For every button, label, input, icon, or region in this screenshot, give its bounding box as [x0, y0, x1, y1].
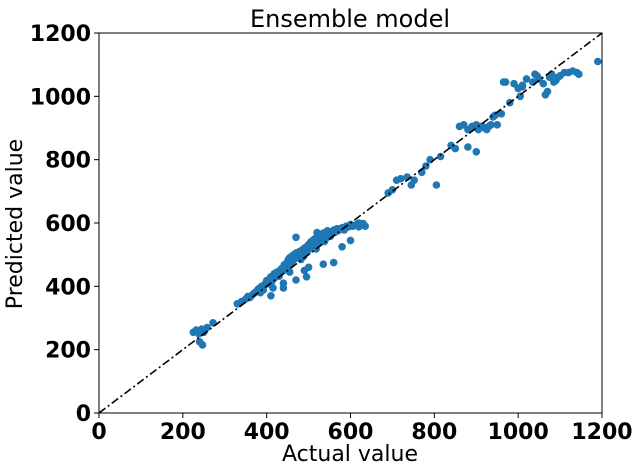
scatter-point — [329, 258, 338, 267]
scatter-point — [493, 121, 502, 129]
scatter-point — [355, 219, 363, 227]
scatter-point — [296, 250, 305, 259]
scatter-point — [543, 87, 552, 96]
x-axis-ticks: 0 200 400 600 800 1000 1200 — [91, 413, 633, 445]
scatter-point — [198, 341, 207, 349]
scatter-point — [516, 92, 525, 101]
scatter-point — [319, 260, 328, 269]
scatter-point — [487, 121, 495, 129]
scatter-point — [292, 276, 300, 284]
scatter-point — [539, 79, 548, 88]
y-tick-label: 200 — [45, 339, 91, 364]
scatter-point — [575, 70, 583, 78]
scatter-point — [426, 155, 434, 164]
scatter-point — [269, 284, 277, 292]
scatter-point — [338, 243, 346, 251]
identity-reference-line — [98, 32, 603, 414]
y-tick-label: 1000 — [30, 85, 91, 110]
scatter-point — [300, 266, 309, 275]
y-tick-label: 400 — [45, 275, 91, 300]
x-tick-label: 1000 — [488, 420, 549, 445]
scatter-point — [432, 181, 441, 189]
scatter-point — [497, 110, 506, 118]
scatter-point — [436, 152, 445, 161]
scatter-point — [313, 233, 321, 242]
scatter-point — [323, 231, 332, 240]
scatter-point — [285, 268, 294, 276]
scatter-point — [388, 186, 397, 194]
scatter-point — [499, 78, 508, 86]
scatter-point — [267, 292, 275, 300]
y-tick-label: 600 — [45, 212, 91, 237]
x-tick-label: 200 — [160, 420, 206, 445]
scatter-point — [279, 284, 288, 292]
scatter-point — [361, 222, 370, 230]
x-tick-label: 1200 — [571, 420, 632, 445]
scatter-point — [292, 233, 300, 242]
y-tick-label: 1200 — [30, 22, 91, 47]
y-tick-label: 0 — [76, 402, 91, 427]
y-axis-ticks: 0 200 400 600 800 1000 1200 — [30, 22, 99, 427]
scatter-point — [518, 83, 527, 91]
x-tick-label: 400 — [244, 420, 290, 445]
scatter-point — [397, 174, 405, 183]
chart-title: Ensemble model — [250, 5, 450, 33]
y-tick-label: 800 — [45, 149, 91, 174]
scatter-point — [491, 111, 499, 120]
scatter-point — [203, 323, 211, 332]
scatter-point — [472, 148, 481, 156]
scatter-point — [410, 176, 419, 184]
scatter-point — [464, 143, 472, 151]
scatter-point — [302, 244, 311, 253]
scatter-point — [522, 75, 531, 83]
x-tick-label: 800 — [411, 420, 457, 445]
x-tick-label: 600 — [328, 420, 374, 445]
scatter-point — [256, 288, 265, 297]
scatter-point — [306, 238, 315, 246]
y-axis-label: Predicted value — [3, 139, 28, 309]
scatter-point — [594, 57, 602, 66]
scatter-point — [533, 72, 541, 80]
x-tick-label: 0 — [91, 420, 106, 445]
scatter-point — [346, 236, 355, 245]
scatter-point — [447, 141, 455, 150]
x-axis-label: Actual value — [282, 442, 418, 467]
scatter-point — [302, 273, 311, 281]
